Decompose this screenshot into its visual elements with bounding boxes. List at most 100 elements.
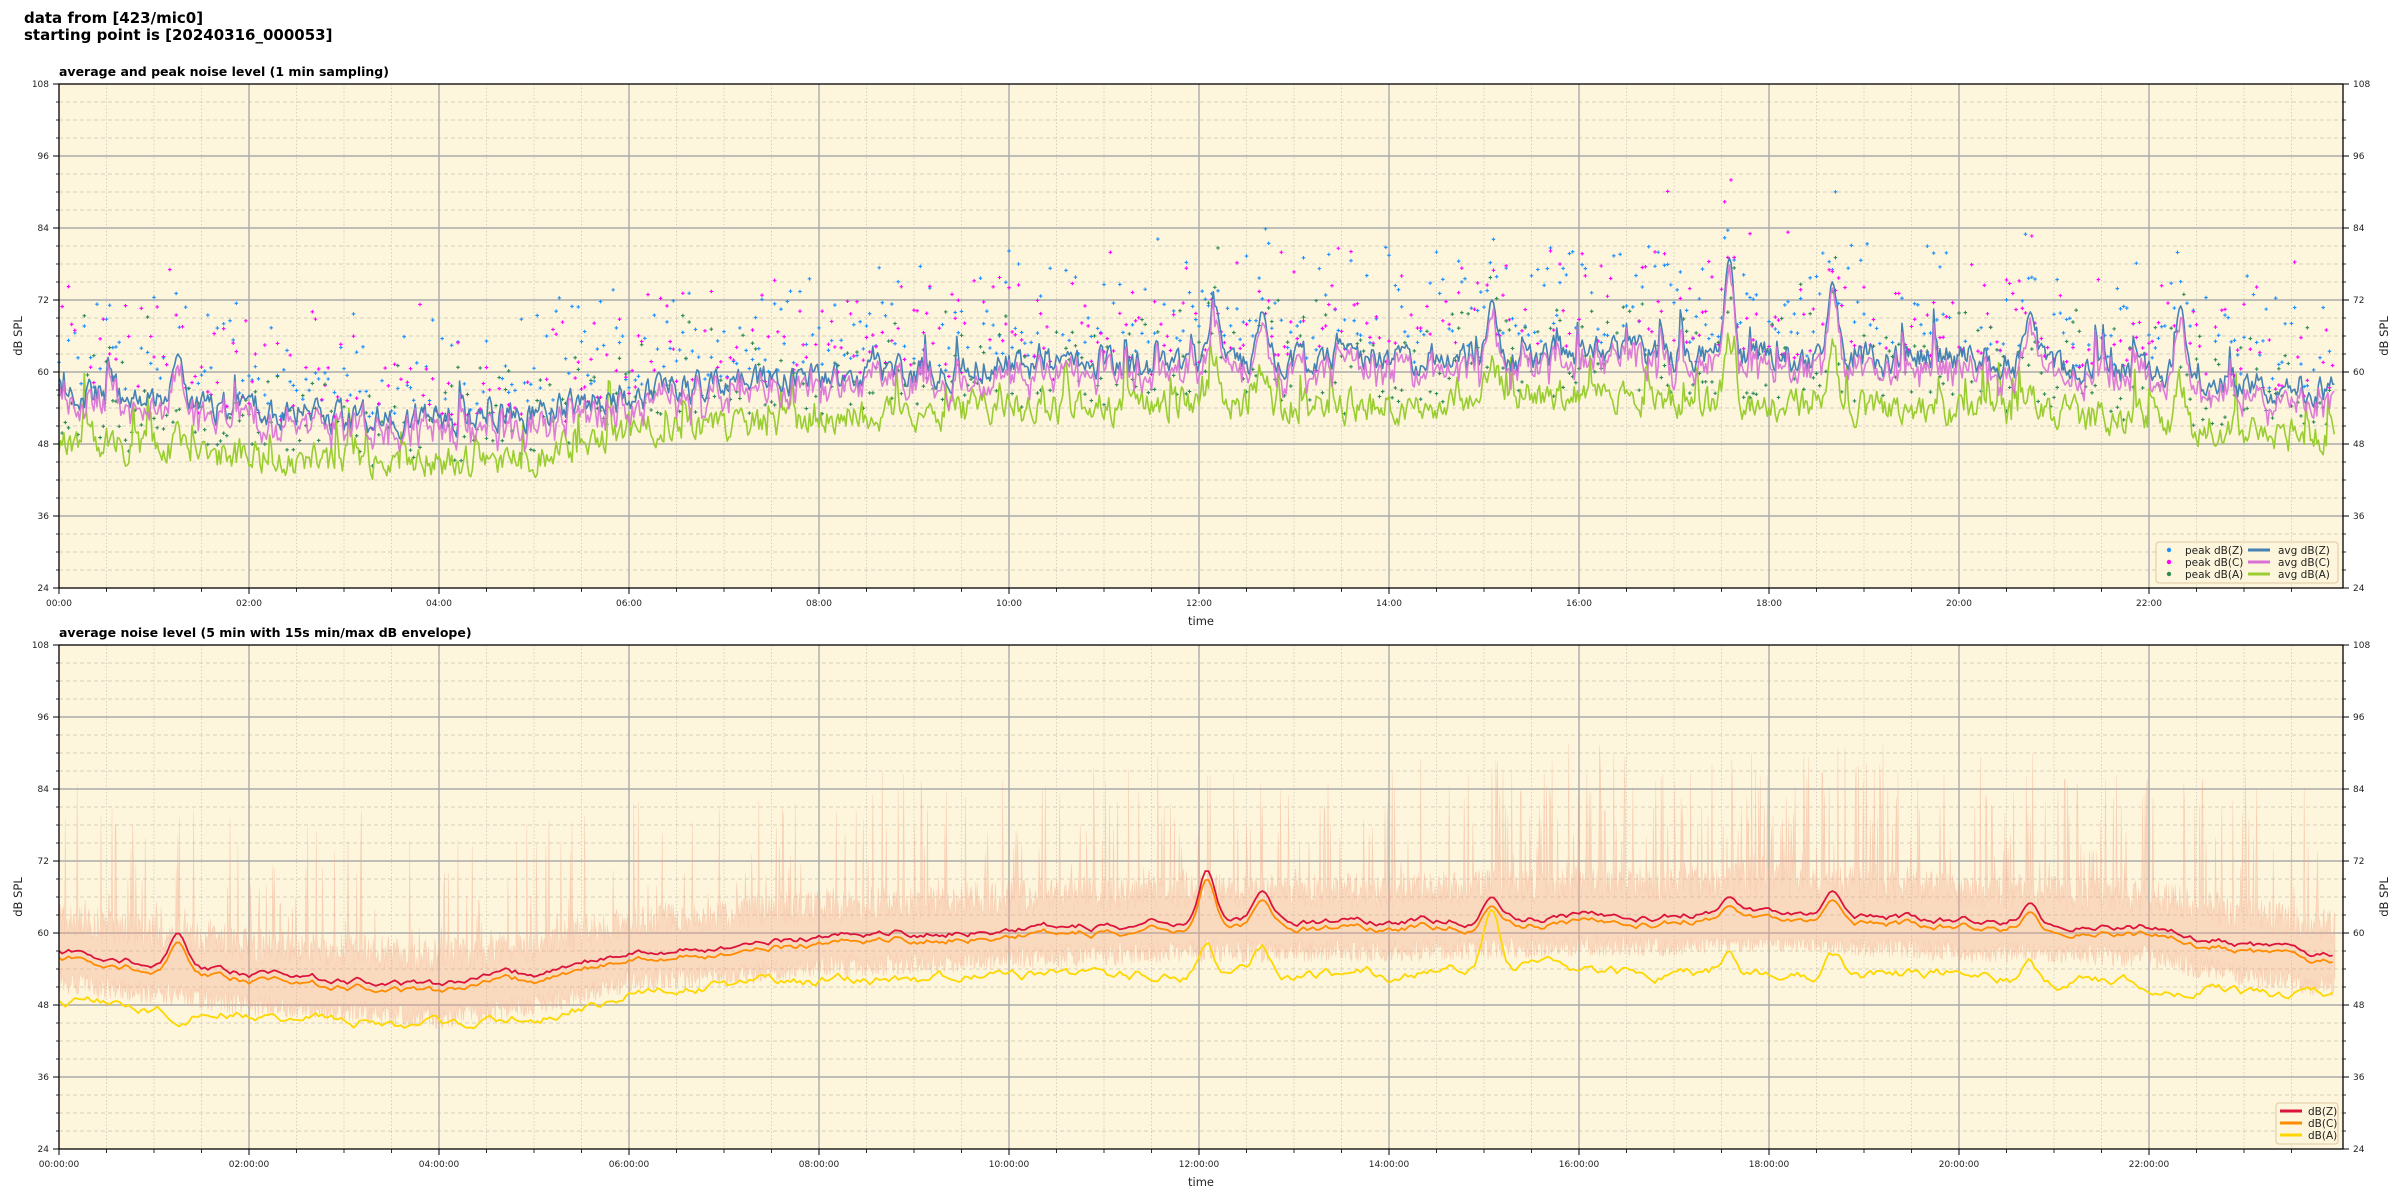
peak-marker	[313, 371, 318, 375]
peak-marker	[2324, 328, 2329, 332]
peak-marker	[842, 353, 847, 357]
peak-marker	[2213, 357, 2218, 362]
peak-marker	[1133, 349, 1138, 353]
peak-marker	[1995, 348, 1999, 352]
peak-marker	[532, 448, 536, 453]
peak-marker	[2220, 422, 2224, 427]
peak-marker	[1697, 333, 1702, 338]
peak-marker	[681, 330, 685, 335]
peak-marker	[1646, 244, 1651, 249]
series-dbc	[58, 879, 2333, 994]
peak-marker	[947, 346, 951, 350]
peak-marker	[415, 361, 419, 365]
peak-marker	[1637, 319, 1641, 323]
peak-marker	[1726, 228, 1730, 232]
peak-marker	[2191, 423, 2196, 428]
peak-marker	[1466, 311, 1470, 316]
peak-marker	[573, 376, 577, 380]
peak-marker	[1365, 321, 1369, 326]
peak-marker	[985, 309, 989, 314]
peak-marker	[2213, 339, 2218, 344]
peak-marker	[1270, 334, 1274, 339]
peak-marker	[1944, 251, 1949, 255]
peak-marker	[240, 413, 245, 418]
peak-marker	[1523, 307, 1527, 312]
peak-marker	[1665, 262, 1670, 267]
peak-marker	[1418, 397, 1423, 402]
peak-marker	[396, 363, 400, 368]
peak-marker	[1555, 308, 1559, 312]
peak-marker	[354, 433, 359, 438]
peak-marker	[744, 348, 748, 353]
peak-marker	[2216, 362, 2221, 367]
peak-marker	[1320, 326, 1325, 331]
peak-marker	[614, 368, 619, 373]
x-tick-label: 20:00:00	[1939, 1160, 1980, 1170]
peak-marker	[1589, 290, 1594, 295]
peak-marker	[877, 265, 881, 270]
peak-marker	[316, 377, 321, 381]
peak-marker	[1171, 373, 1176, 378]
peak-marker	[1355, 341, 1360, 346]
peak-marker	[126, 334, 131, 339]
peak-marker	[342, 366, 346, 371]
peak-marker	[1732, 255, 1736, 260]
peak-marker	[1710, 380, 1714, 384]
peak-marker	[2182, 292, 2186, 297]
peak-marker	[2327, 388, 2332, 393]
peak-marker	[250, 379, 254, 384]
peak-marker	[1786, 230, 1790, 235]
peak-marker	[687, 291, 691, 296]
peak-marker	[1710, 332, 1714, 337]
peak-marker	[2080, 363, 2085, 367]
y-tick-label-right: 60	[2353, 929, 2365, 939]
peak-marker	[92, 380, 96, 385]
peak-marker	[231, 341, 235, 345]
peak-marker	[719, 378, 723, 383]
peak-marker	[1099, 376, 1103, 381]
peak-marker	[1472, 307, 1477, 312]
peak-marker	[1827, 267, 1831, 272]
peak-marker	[909, 363, 913, 367]
legend-marker-peak-db-z-	[2166, 547, 2172, 553]
peak-marker	[1244, 254, 1249, 258]
peak-marker	[1802, 387, 1806, 392]
peak-marker	[592, 375, 596, 379]
peak-marker	[301, 397, 305, 402]
peak-marker	[2327, 349, 2332, 354]
peak-marker	[2007, 385, 2012, 390]
peak-marker	[1665, 189, 1670, 194]
peak-marker	[1447, 376, 1451, 381]
peak-marker	[817, 326, 821, 330]
peak-marker	[1390, 395, 1394, 400]
peak-marker	[1678, 270, 1683, 274]
peak-marker	[228, 318, 232, 323]
peak-marker	[1156, 330, 1160, 334]
peak-marker	[104, 317, 109, 322]
y-tick-label-left: 84	[38, 785, 50, 795]
peak-marker	[152, 295, 156, 300]
peak-marker	[722, 329, 726, 334]
peak-marker	[1140, 331, 1144, 336]
peak-marker	[484, 339, 489, 343]
peak-marker	[1263, 227, 1268, 231]
peak-marker	[858, 319, 862, 324]
peak-marker	[380, 378, 384, 383]
peak-marker	[2026, 276, 2031, 281]
peak-marker	[912, 356, 916, 361]
peak-marker	[1007, 249, 1011, 253]
peak-marker	[2121, 304, 2126, 309]
peak-marker	[1048, 266, 1052, 271]
peak-marker	[164, 413, 169, 418]
peak-marker	[665, 320, 669, 324]
peak-marker	[994, 351, 999, 356]
peak-marker	[1035, 298, 1040, 303]
peak-marker	[1143, 322, 1147, 327]
peak-marker	[991, 285, 995, 289]
peak-marker	[1311, 336, 1315, 340]
peak-marker	[2299, 335, 2303, 340]
peak-marker	[671, 299, 676, 303]
peak-marker	[997, 332, 1002, 337]
peak-marker	[1874, 326, 1879, 331]
peak-marker	[1295, 336, 1299, 341]
